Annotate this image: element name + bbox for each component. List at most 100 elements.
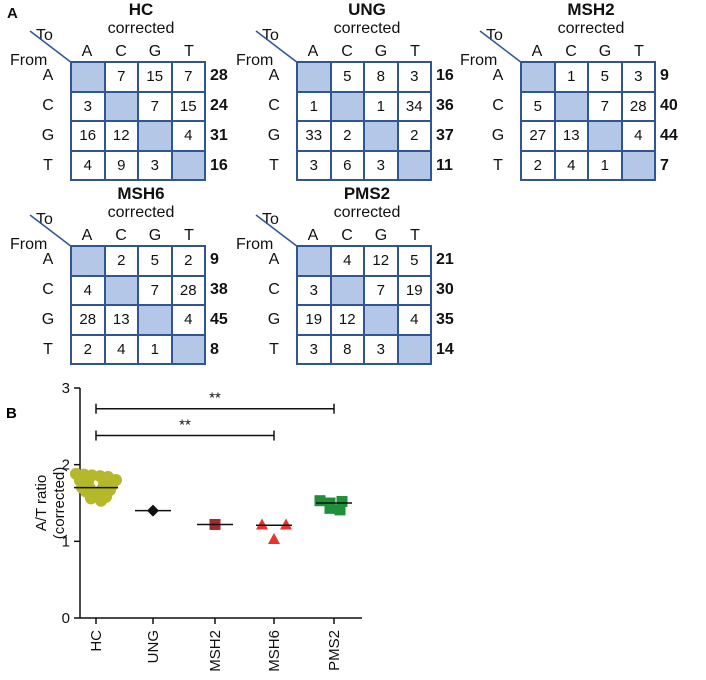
matrix-cell: 5: [521, 91, 555, 121]
matrix-grid: 1 5 3 5 7 28 27 13 4 2 4 1: [520, 61, 656, 181]
y-axis-title-line2: (corrected): [51, 467, 68, 540]
matrix-cell: 12: [104, 121, 138, 151]
matrix-title: MSH2: [567, 0, 615, 19]
y-axis-title: A/T ratio(corrected): [33, 467, 68, 540]
row-total: 38: [210, 281, 228, 298]
series-msh2: [197, 518, 233, 530]
row-total: 7: [660, 157, 669, 174]
matrix-cell: 4: [397, 305, 431, 335]
matrix-grid: 2 5 2 4 7 28 28 13 4 2 4 1: [70, 245, 206, 365]
matrix-cell: 7: [104, 62, 138, 92]
significance-label: **: [179, 417, 191, 434]
to-label: To: [262, 211, 279, 228]
diagonal-cell: [397, 334, 431, 364]
diagonal-cell: [397, 150, 431, 180]
matrix-cell: 7: [138, 91, 172, 121]
column-header: G: [374, 43, 388, 60]
column-header: A: [81, 227, 93, 244]
matrix-cell: 4: [621, 121, 655, 151]
row-header: C: [42, 281, 54, 298]
from-label: From: [236, 52, 274, 69]
column-header: A: [81, 43, 93, 60]
row-header: G: [267, 127, 281, 144]
matrix-pms2: PMS2 corrected To From A A C C G G T T 4 12 5 3 7 19 19 12 4…: [234, 184, 454, 374]
row-total: 44: [660, 127, 678, 144]
matrix-grid: 5 8 3 1 1 34 33 2 2 3 6 3: [296, 61, 432, 181]
matrix-cell: 5: [138, 246, 172, 276]
row-header: A: [268, 67, 280, 84]
diagonal-cell: [330, 91, 364, 121]
diagonal-cell: [554, 91, 588, 121]
matrix-cell: 16: [71, 121, 105, 151]
diagonal-cell: [104, 275, 138, 305]
row-header: A: [42, 251, 54, 268]
matrix-subtitle: corrected: [333, 20, 401, 37]
matrix-cell: 28: [71, 305, 105, 335]
matrix-cell: 3: [621, 62, 655, 92]
column-header: C: [115, 43, 127, 60]
matrix-cell: 2: [104, 246, 138, 276]
from-label: From: [10, 236, 48, 253]
significance-bracket: **: [95, 390, 335, 414]
matrix-cell: 4: [171, 121, 205, 151]
series-ung: [135, 504, 171, 517]
y-tick-label: 1: [62, 533, 70, 550]
x-tick-label: HC: [88, 630, 105, 652]
matrix-cell: 13: [104, 305, 138, 335]
from-label: From: [236, 236, 274, 253]
row-header: T: [269, 157, 279, 174]
data-point: [280, 518, 292, 530]
to-label: To: [486, 27, 503, 44]
to-label: To: [262, 27, 279, 44]
data-point: [256, 518, 268, 530]
x-tick-label: MSH2: [207, 630, 224, 672]
matrix-cell: 28: [621, 91, 655, 121]
diagonal-cell: [71, 62, 105, 92]
matrix-cell: 7: [138, 275, 172, 305]
row-header: T: [43, 341, 53, 358]
matrix-msh6: MSH6 corrected To From A A C C G G T T 2 5 2 4 7 28 28 13 4 2…: [8, 184, 228, 374]
matrix-cell: 1: [297, 91, 331, 121]
series-hc: [70, 467, 122, 507]
matrix-cell: 3: [71, 91, 105, 121]
matrix-cell: 9: [104, 150, 138, 180]
row-header: T: [269, 341, 279, 358]
matrix-title: HC: [128, 0, 154, 19]
matrix-cell: 4: [104, 334, 138, 364]
matrix-cell: 3: [138, 150, 172, 180]
diagonal-cell: [171, 150, 205, 180]
matrix-cell: 15: [171, 91, 205, 121]
matrix-cell: 4: [71, 275, 105, 305]
row-total: 45: [210, 311, 228, 328]
matrix-msh2: MSH2 corrected To From A A C C G G T T 1 5 3 5 7 28 27 13 4 2…: [458, 0, 678, 190]
y-tick-label: 2: [62, 457, 70, 474]
column-header: C: [115, 227, 127, 244]
diagonal-cell: [138, 121, 172, 151]
matrix-cell: 3: [297, 150, 331, 180]
row-total: 30: [436, 281, 454, 298]
matrix-subtitle: corrected: [557, 20, 625, 37]
row-header: G: [491, 127, 505, 144]
matrix-cell: 2: [71, 334, 105, 364]
column-header: T: [410, 43, 420, 60]
data-point: [324, 502, 336, 514]
y-axis-title-line1: A/T ratio: [33, 475, 50, 531]
matrix-cell: 2: [330, 121, 364, 151]
row-header: A: [268, 251, 280, 268]
row-total: 9: [210, 251, 219, 268]
data-point: [334, 504, 346, 516]
x-tick-label: UNG: [145, 630, 162, 663]
row-total: 21: [436, 251, 454, 268]
matrix-hc: HC corrected To From A A C C G G T T 7 15 7 3 7 15 16 12 4 4 9…: [8, 0, 228, 190]
from-label: From: [10, 52, 48, 69]
diagonal-cell: [521, 62, 555, 92]
row-total: 36: [436, 97, 454, 114]
y-tick-label: 3: [62, 380, 70, 397]
row-total: 11: [436, 157, 453, 174]
to-label: To: [36, 211, 53, 228]
data-point: [85, 492, 97, 505]
matrix-subtitle: corrected: [333, 204, 401, 221]
row-total: 24: [210, 97, 228, 114]
column-header: C: [341, 227, 353, 244]
matrix-cell: 27: [521, 121, 555, 151]
